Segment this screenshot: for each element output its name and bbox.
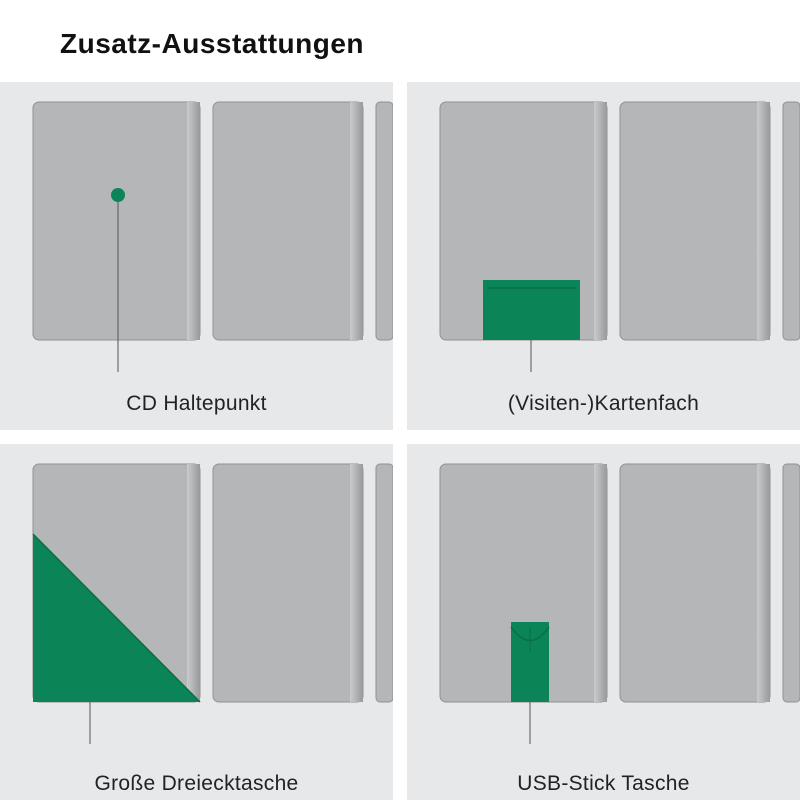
card-diagram [407, 82, 800, 430]
cd-diagram [0, 82, 393, 430]
caption-usb: USB-Stick Tasche [407, 772, 800, 796]
usb-diagram [407, 444, 800, 800]
option-kartenfach: (Visiten-)Kartenfach [407, 82, 800, 430]
caption-card: (Visiten-)Kartenfach [407, 392, 800, 416]
option-usb-tasche: USB-Stick Tasche [407, 444, 800, 800]
option-dreiecktasche: Große Dreiecktasche [0, 444, 393, 800]
caption-triangle: Große Dreiecktasche [0, 772, 393, 796]
header: Zusatz-Ausstattungen [0, 0, 800, 82]
page-title: Zusatz-Ausstattungen [60, 28, 800, 60]
caption-cd: CD Haltepunkt [0, 392, 393, 416]
options-grid: CD Haltepunkt (Visiten-)Kartenfach [0, 82, 800, 800]
option-cd-haltepunkt: CD Haltepunkt [0, 82, 393, 430]
triangle-diagram [0, 444, 393, 800]
